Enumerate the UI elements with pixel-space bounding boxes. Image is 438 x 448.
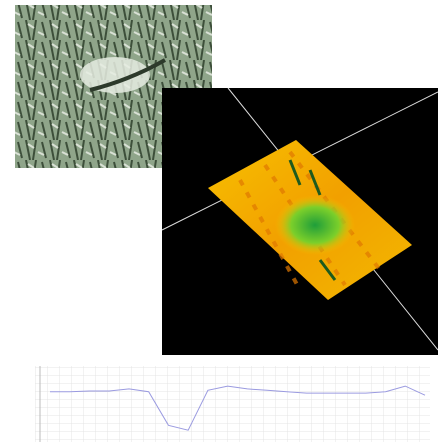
screen — [0, 0, 438, 448]
heatmap-view — [162, 88, 438, 355]
chart-grid — [35, 366, 430, 442]
